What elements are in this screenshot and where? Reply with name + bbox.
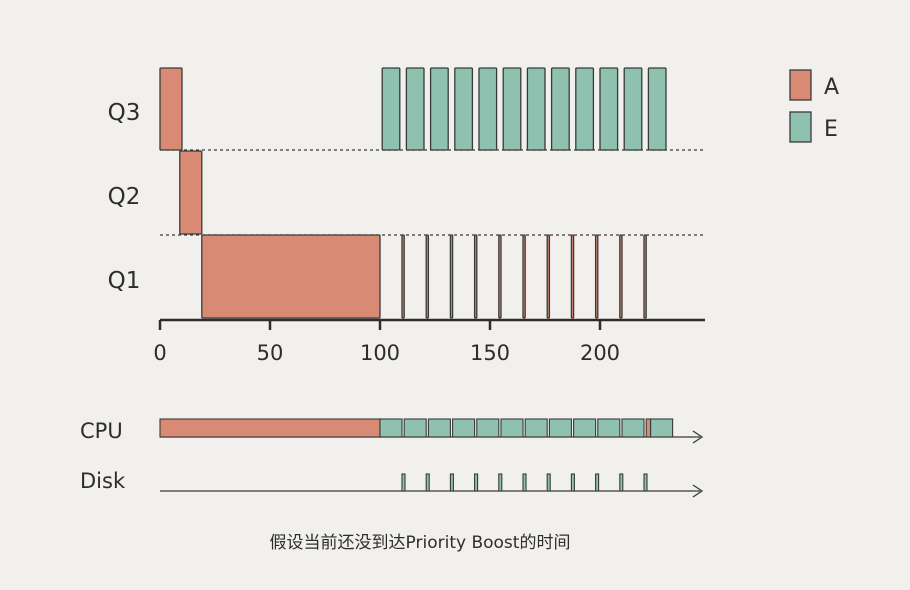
bar-E-q3 bbox=[623, 67, 643, 151]
bar-A-q3 bbox=[159, 67, 183, 151]
cpu-slice-E bbox=[476, 418, 500, 438]
disk-slice-E bbox=[619, 473, 624, 492]
cpu-slice-A bbox=[159, 418, 381, 438]
bar-A-q1 bbox=[546, 234, 551, 319]
queue-label-q1: Q1 bbox=[108, 268, 141, 294]
disk-slice-E bbox=[546, 473, 551, 492]
queue-label-q2: Q2 bbox=[108, 184, 141, 210]
bar-A-q1 bbox=[522, 234, 526, 319]
cpu-slice-E bbox=[621, 418, 645, 438]
bar-A-q1 bbox=[425, 234, 430, 319]
bar-E-q3 bbox=[405, 67, 425, 151]
disk-slice-E bbox=[595, 473, 600, 492]
cpu-slice-E bbox=[573, 418, 597, 438]
bar-A-q1 bbox=[570, 234, 575, 319]
bar-E-q3 bbox=[429, 67, 449, 151]
bar-E-q3 bbox=[647, 67, 667, 151]
cpu-slice-E bbox=[524, 418, 548, 438]
bar-A-q1 bbox=[498, 234, 502, 319]
cpu-slice-E bbox=[427, 418, 451, 438]
bar-A-q2 bbox=[179, 150, 203, 235]
x-tick-label: 100 bbox=[360, 341, 400, 365]
cpu-slice-E bbox=[500, 418, 524, 438]
disk-arrowhead bbox=[692, 484, 704, 498]
bar-E-q3 bbox=[575, 67, 595, 151]
disk-slice-E bbox=[425, 473, 430, 492]
legend-swatch-a bbox=[789, 69, 812, 101]
disk-slice-E bbox=[643, 473, 648, 492]
cpu-slice-E bbox=[548, 418, 572, 438]
x-tick-label: 50 bbox=[257, 341, 284, 365]
cpu-slice-E bbox=[452, 418, 476, 438]
legend-label-e: E bbox=[824, 117, 838, 142]
disk-slice-E bbox=[449, 473, 454, 492]
cpu-label: CPU bbox=[80, 419, 123, 443]
bar-E-q3 bbox=[599, 67, 619, 151]
legend-swatch-e bbox=[789, 111, 812, 143]
queue-label-q3: Q3 bbox=[108, 100, 141, 126]
bar-A-q1 bbox=[619, 234, 623, 319]
disk-slice-E bbox=[474, 473, 479, 492]
legend-label-a: A bbox=[824, 75, 839, 100]
bar-E-q3 bbox=[454, 67, 474, 151]
bar-E-q3 bbox=[502, 67, 522, 151]
disk-slice-E bbox=[522, 473, 527, 492]
bar-A-q1 bbox=[401, 234, 405, 319]
disk-slice-E bbox=[401, 473, 406, 492]
cpu-slice-A bbox=[645, 418, 652, 438]
cpu-arrowhead bbox=[692, 430, 704, 444]
bar-E-q3 bbox=[550, 67, 570, 151]
bar-A-q1 bbox=[594, 234, 599, 319]
bar-A-q1 bbox=[473, 234, 478, 319]
disk-slice-E bbox=[498, 473, 503, 492]
cpu-slice-E bbox=[650, 418, 674, 438]
cpu-slice-E bbox=[379, 418, 403, 438]
cpu-slice-E bbox=[403, 418, 427, 438]
x-tick-label: 200 bbox=[580, 341, 620, 365]
x-tick-label: 0 bbox=[153, 341, 166, 365]
bar-E-q3 bbox=[526, 67, 546, 151]
bar-E-q3 bbox=[381, 67, 401, 151]
bar-A-q1 bbox=[201, 234, 381, 319]
cpu-slice-E bbox=[597, 418, 621, 438]
bar-A-q1 bbox=[643, 234, 647, 319]
disk-label: Disk bbox=[80, 469, 126, 493]
bar-E-q3 bbox=[478, 67, 498, 151]
disk-slice-E bbox=[570, 473, 575, 492]
caption: 假设当前还没到达Priority Boost的时间 bbox=[270, 533, 571, 553]
bar-A-q1 bbox=[449, 234, 454, 319]
x-tick-label: 150 bbox=[470, 341, 510, 365]
